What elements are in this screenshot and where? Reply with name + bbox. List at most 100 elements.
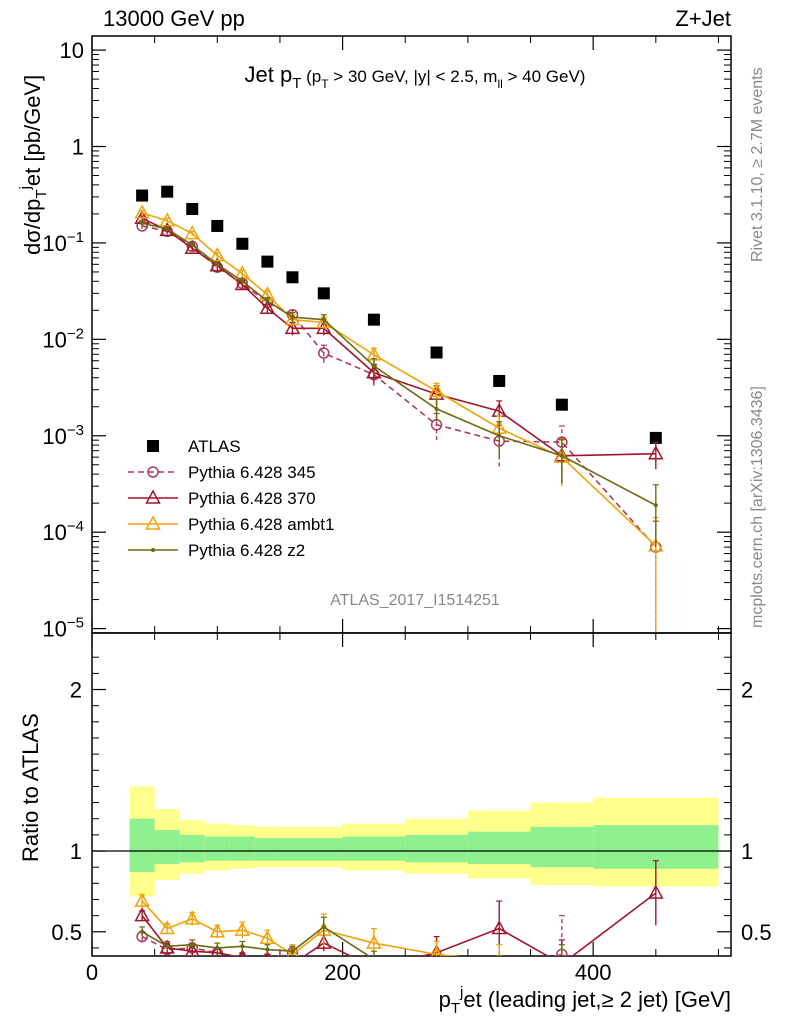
data-point-triangle xyxy=(284,311,301,326)
data-point-dot xyxy=(215,945,220,950)
ratio-ticks: 0.5 0.5 1 1 2 2 0 200 400 xyxy=(51,633,772,985)
data-point-dot xyxy=(151,548,155,552)
data-point-square xyxy=(286,271,299,284)
data-point-dot xyxy=(165,226,170,231)
inner-uncertainty-band xyxy=(179,834,205,863)
data-point-square xyxy=(236,237,249,250)
data-point-square xyxy=(317,287,330,300)
data-point-dot xyxy=(653,503,658,508)
legend-label: Pythia 6.428 z2 xyxy=(188,541,305,560)
data-point-dot xyxy=(190,942,195,947)
data-point-dot xyxy=(434,406,439,411)
data-point-circle xyxy=(147,466,159,478)
series-line xyxy=(141,217,656,457)
analysis-watermark: ATLAS_2017_I1514251 xyxy=(330,592,500,609)
data-point-triangle xyxy=(159,221,175,237)
data-point-square xyxy=(161,185,174,198)
inner-uncertainty-band xyxy=(154,830,180,864)
data-point-triangle xyxy=(555,959,568,971)
y-tick-label: 10−5 xyxy=(42,615,84,642)
data-point-triangle xyxy=(184,910,200,925)
ratio-y-tick-label: 1 xyxy=(70,839,82,864)
data-point-square xyxy=(211,219,224,232)
data-point-square xyxy=(649,431,662,444)
main-y-ticks: 10−5 10−4 10−3 10−2 10−1 1 10 xyxy=(42,36,731,642)
data-point-dot xyxy=(435,969,439,973)
data-point-triangle xyxy=(134,204,150,219)
data-point-dot xyxy=(371,363,376,368)
data-point-triangle xyxy=(292,955,293,956)
main-title: Jet pT (pT > 30 GeV, |y| < 2.5, mll > 40… xyxy=(245,62,586,92)
data-point-triangle xyxy=(491,919,507,935)
data-point-square xyxy=(261,255,274,268)
data-point-dot xyxy=(290,949,295,954)
data-point-square xyxy=(493,374,506,387)
data-point-triangle xyxy=(134,892,150,907)
data-point-dot xyxy=(140,929,145,934)
data-point-dot xyxy=(560,962,564,966)
ratio-series xyxy=(134,860,664,982)
data-point-square xyxy=(147,440,159,452)
data-point-dot xyxy=(321,317,326,322)
data-point-dot xyxy=(497,967,501,971)
data-point-dot xyxy=(654,978,658,982)
data-point-triangle xyxy=(428,382,445,397)
y-tick-label: 10−3 xyxy=(42,422,84,449)
inner-uncertainty-band xyxy=(254,838,280,861)
y-tick-label: 10−4 xyxy=(42,518,84,545)
data-point-dot xyxy=(497,433,502,438)
data-point-dot xyxy=(290,315,295,320)
data-point-triangle xyxy=(209,246,226,262)
data-point-triangle xyxy=(366,364,382,379)
data-point-dot xyxy=(240,944,245,949)
data-point-circle xyxy=(369,964,379,974)
legend: ATLAS Pythia 6.428 345 Pythia 6.428 370 Pyt… xyxy=(128,437,334,560)
ratio-uncertainty-bands xyxy=(92,786,731,897)
data-point-dot xyxy=(321,924,326,929)
data-point-triangle xyxy=(561,955,563,956)
inner-uncertainty-band xyxy=(129,818,155,873)
x-tick-label: 0 xyxy=(86,960,98,985)
inner-uncertainty-band xyxy=(279,838,305,861)
ratio-frame xyxy=(91,632,732,957)
data-point-triangle xyxy=(134,907,150,922)
x-tick-label: 200 xyxy=(324,960,361,985)
data-point-dot xyxy=(165,944,170,949)
x-axis-label: pTjet (leading jet,≥ 2 jet) [GeV] xyxy=(439,984,731,1017)
ratio-y-tick-label-right: 0.5 xyxy=(741,920,772,945)
inner-uncertainty-band xyxy=(342,836,406,861)
data-point-triangle xyxy=(430,944,443,956)
data-point-square xyxy=(430,346,443,359)
x-tick-label: 400 xyxy=(575,960,612,985)
main-panel: 10−5 10−4 10−3 10−2 10−1 1 10 Jet pT (pT > 30 … xyxy=(17,35,732,642)
legend-label: Pythia 6.428 370 xyxy=(188,489,316,508)
data-point-dot xyxy=(140,221,145,226)
data-point-triangle xyxy=(284,319,301,335)
inner-uncertainty-band xyxy=(467,831,531,864)
process-label: Z+Jet xyxy=(675,6,731,31)
ratio-panel: 0.5 0.5 1 1 2 2 0 200 400 Ratio to ATLAS pTjet (… xyxy=(18,632,772,1017)
inner-uncertainty-band xyxy=(229,836,255,861)
data-point-dot xyxy=(372,957,376,961)
data-point-triangle xyxy=(648,537,664,552)
data-point-triangle xyxy=(431,945,443,956)
data-point-triangle xyxy=(145,515,161,530)
data-point-dot xyxy=(265,947,270,952)
data-point-triangle xyxy=(286,945,298,956)
data-point-triangle xyxy=(259,299,276,315)
data-point-triangle xyxy=(259,929,276,944)
data-point-triangle xyxy=(184,225,200,240)
y-tick-label: 10−1 xyxy=(42,229,84,256)
ratio-y-tick-label-right: 1 xyxy=(741,839,753,864)
data-point-triangle xyxy=(648,884,664,899)
data-point-dot xyxy=(559,453,564,458)
data-point-circle xyxy=(318,347,330,359)
y-tick-label: 10−2 xyxy=(42,325,84,352)
ratio-y-tick-label-right: 2 xyxy=(741,678,753,703)
inner-uncertainty-band xyxy=(530,826,594,868)
data-point-square xyxy=(186,202,199,215)
data-point-triangle xyxy=(234,921,251,936)
data-point-triangle xyxy=(159,212,175,227)
data-point-triangle xyxy=(316,934,332,949)
